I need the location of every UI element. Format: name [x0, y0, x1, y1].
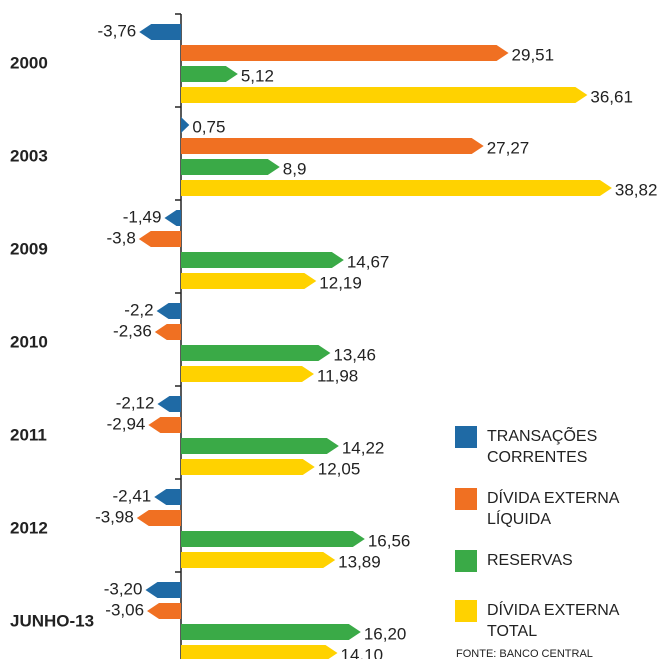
- value-label: -2,12: [116, 393, 155, 412]
- bar: [136, 510, 181, 526]
- legend-label: TRANSAÇÕES CORRENTES: [487, 428, 598, 466]
- bar: [181, 45, 509, 61]
- bar: [181, 345, 331, 361]
- value-label: -2,36: [113, 321, 152, 340]
- legend-item: RESERVAS: [455, 550, 637, 572]
- bar: [181, 438, 339, 454]
- value-label: -3,76: [98, 21, 137, 40]
- category-label: 2003: [10, 146, 48, 165]
- category-label: 2000: [10, 53, 48, 72]
- value-label: 14,22: [342, 438, 385, 457]
- bar: [147, 603, 181, 619]
- bar: [154, 489, 181, 505]
- value-label: 14,67: [347, 252, 390, 271]
- value-label: 14,10: [341, 645, 384, 659]
- bar: [138, 231, 181, 247]
- value-label: 5,12: [241, 66, 274, 85]
- legend-item: DÍVIDA EXTERNA LÍQUIDA: [455, 488, 637, 530]
- bar: [181, 138, 484, 154]
- value-label: -1,49: [123, 207, 162, 226]
- value-label: 11,98: [317, 366, 358, 385]
- legend-swatch: [455, 488, 477, 510]
- value-label: -2,2: [124, 300, 153, 319]
- bar: [181, 252, 344, 268]
- legend-item: TRANSAÇÕES CORRENTES: [455, 426, 637, 468]
- bar: [181, 645, 338, 659]
- bar: [157, 396, 181, 412]
- bar: [154, 324, 181, 340]
- value-label: -3,06: [105, 600, 144, 619]
- bar: [148, 417, 181, 433]
- bar: [181, 366, 314, 382]
- bar: [164, 210, 181, 226]
- value-label: 12,05: [318, 459, 361, 478]
- bar: [181, 459, 315, 475]
- category-label: 2012: [10, 518, 48, 537]
- legend-label: DÍVIDA EXTERNA LÍQUIDA: [487, 490, 619, 528]
- legend-label: RESERVAS: [487, 552, 573, 569]
- bar: [181, 66, 238, 82]
- bar: [181, 180, 612, 196]
- value-label: -2,94: [107, 414, 146, 433]
- value-label: -3,98: [95, 507, 134, 526]
- category-label: 2009: [10, 239, 48, 258]
- value-label: 16,56: [368, 531, 411, 550]
- bar: [181, 273, 317, 289]
- value-label: 12,19: [319, 273, 362, 292]
- legend-swatch: [455, 600, 477, 622]
- value-label: 8,9: [283, 159, 307, 178]
- bar: [181, 117, 190, 133]
- bar: [181, 552, 336, 568]
- value-label: 0,75: [192, 117, 225, 136]
- bar: [181, 159, 280, 175]
- legend-label: DÍVIDA EXTERNA TOTAL: [487, 602, 619, 640]
- value-label: 29,51: [512, 45, 555, 64]
- category-label: 2011: [10, 425, 47, 444]
- bar: [181, 624, 361, 640]
- bar: [181, 87, 588, 103]
- legend-swatch: [455, 426, 477, 448]
- value-label: 27,27: [487, 138, 530, 157]
- value-label: -3,20: [104, 579, 143, 598]
- bar: [181, 531, 365, 547]
- bar: [156, 303, 181, 319]
- value-label: 13,46: [333, 345, 376, 364]
- value-label: 13,89: [338, 552, 381, 571]
- value-label: -2,41: [112, 486, 151, 505]
- legend-swatch: [455, 550, 477, 572]
- value-label: 38,82: [615, 180, 658, 199]
- category-label: JUNHO-13: [10, 611, 94, 630]
- legend-item: DÍVIDA EXTERNA TOTAL: [455, 600, 637, 642]
- bar: [139, 24, 181, 40]
- bar: [145, 582, 181, 598]
- value-label: -3,8: [107, 228, 136, 247]
- value-label: 36,61: [590, 87, 633, 106]
- source: FONTE: BANCO CENTRAL: [456, 648, 593, 659]
- category-label: 2010: [10, 332, 48, 351]
- value-label: 16,20: [364, 624, 407, 643]
